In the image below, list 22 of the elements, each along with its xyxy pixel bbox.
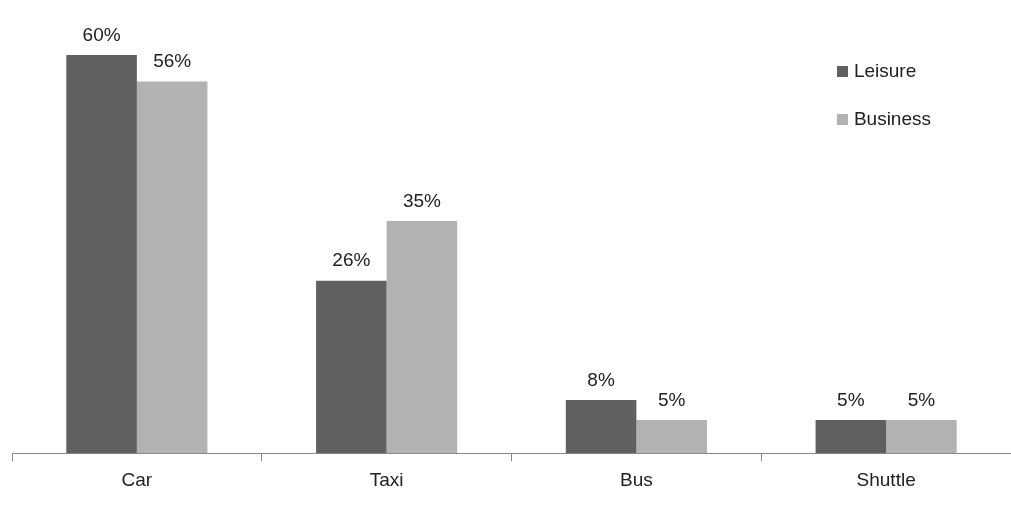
bar	[66, 55, 137, 454]
data-label: 5%	[837, 388, 865, 410]
data-label: 35%	[402, 189, 442, 211]
x-tick-label: Shuttle	[856, 468, 916, 490]
data-label: 26%	[332, 249, 371, 271]
x-tick-label: Bus	[620, 468, 653, 490]
x-tick-label: Car	[121, 468, 153, 490]
bar	[386, 220, 458, 454]
bar	[136, 81, 208, 454]
data-label: 5%	[657, 388, 686, 410]
data-label: 60%	[82, 23, 121, 45]
legend-label: Leisure	[853, 60, 917, 82]
x-tick-label: Taxi	[369, 468, 404, 490]
bar	[886, 420, 957, 454]
bar	[316, 280, 387, 454]
data-label: 5%	[907, 388, 936, 410]
data-label: 8%	[587, 368, 615, 390]
bar	[565, 400, 637, 454]
data-label: 56%	[153, 50, 192, 72]
bar	[815, 420, 887, 454]
legend-label: Business	[853, 108, 931, 130]
bar	[636, 420, 707, 454]
